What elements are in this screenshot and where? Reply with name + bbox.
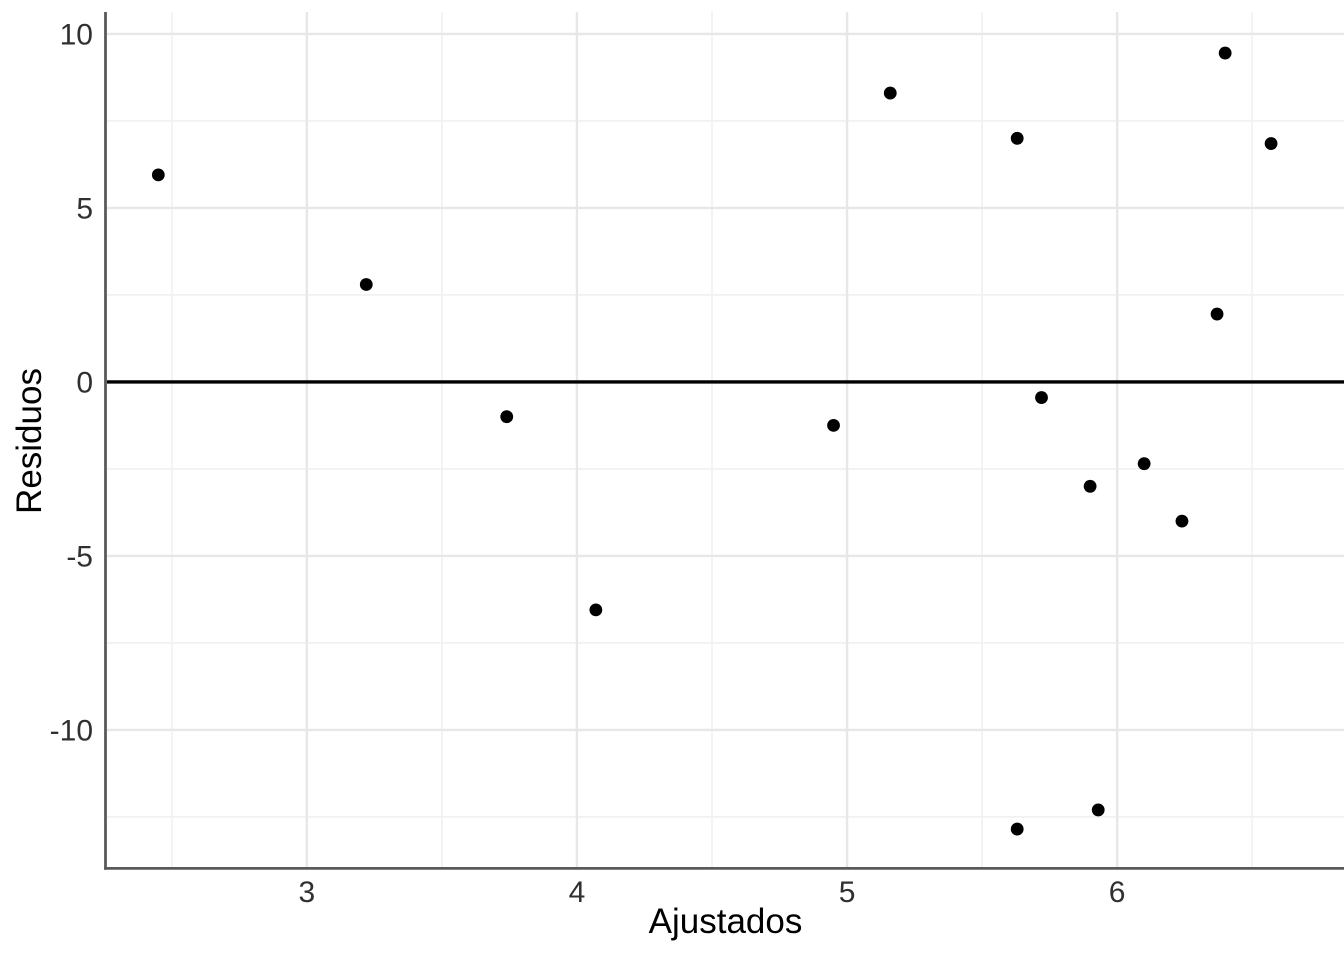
data-point [827,419,840,432]
data-point [1010,131,1024,145]
x-tick-label: 6 [1109,876,1126,909]
x-tick-label: 3 [299,876,316,909]
y-tick-label: -5 [66,540,93,573]
data-point [359,278,373,291]
x-tick-label: 5 [839,876,856,909]
y-tick-label: -10 [50,714,93,747]
data-point [1137,457,1151,471]
data-point [883,86,897,100]
data-point [589,603,603,617]
y-tick-label: 0 [76,366,93,399]
y-tick-label: 10 [60,18,93,51]
data-point [1091,803,1105,817]
y-tick-label: 5 [76,192,93,225]
data-point [1035,391,1048,404]
x-tick-label: 4 [569,876,586,909]
data-point [1264,137,1278,150]
y-axis-title: Residuos [9,368,49,514]
data-point [1010,822,1024,836]
data-point [151,168,165,182]
x-axis-title: Ajustados [648,902,803,941]
data-point [1210,307,1224,321]
data-point [1083,479,1097,493]
data-point [500,410,514,424]
data-point [1175,514,1189,528]
data-point [1218,46,1232,60]
